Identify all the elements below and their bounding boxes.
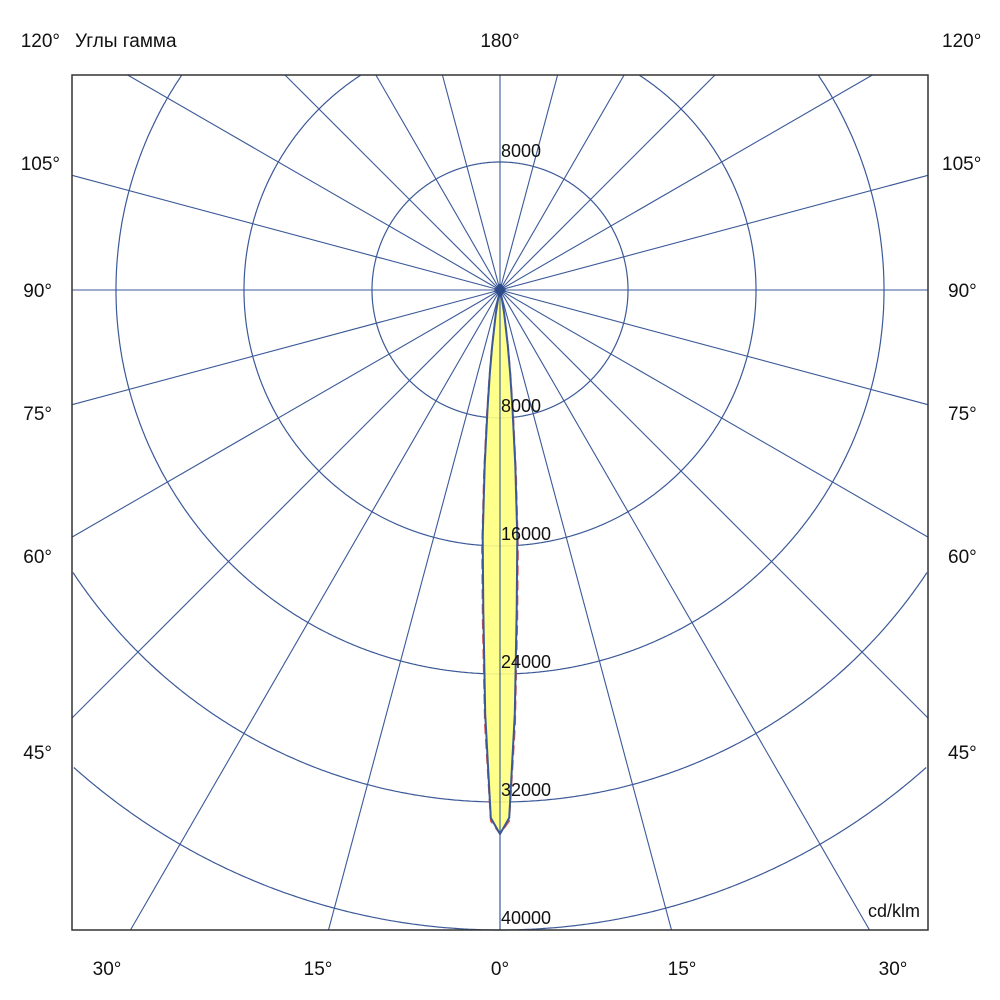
radial-grid-circle	[73, 767, 927, 931]
right-angle-label: 60°	[948, 547, 977, 568]
angle-grid-line	[499, 74, 559, 291]
angle-grid-line	[127, 74, 501, 291]
angle-grid-line	[499, 289, 929, 538]
right-angle-label: 105°	[942, 154, 981, 175]
radial-tick-label: 16000	[501, 524, 551, 544]
left-angle-label: 75°	[23, 404, 52, 425]
angle-grid-line	[71, 289, 501, 406]
radial-grid-circle	[115, 74, 885, 675]
chart-title: Углы гамма	[75, 31, 177, 52]
angle-grid-line	[499, 289, 673, 931]
angle-grid-line	[499, 174, 929, 291]
center-marker	[494, 283, 506, 297]
angle-grid-line	[499, 74, 716, 291]
angle-grid-line	[284, 74, 501, 291]
angle-grid-line	[71, 289, 501, 719]
radial-tick-label: 24000	[501, 652, 551, 672]
right-angle-label: 120°	[942, 31, 981, 52]
bottom-angle-label: 15°	[304, 959, 333, 980]
left-angle-label: 90°	[23, 281, 52, 302]
bottom-angle-label: 15°	[668, 959, 697, 980]
left-angle-label: 105°	[21, 154, 60, 175]
angle-grid-line	[499, 289, 929, 406]
radial-grid-circle	[72, 572, 928, 803]
left-angle-label: 60°	[23, 547, 52, 568]
angle-grid-line	[71, 174, 501, 291]
angle-grid-line	[441, 74, 501, 291]
radial-tick-label: 40000	[501, 908, 551, 928]
angle-grid-line	[71, 289, 501, 538]
unit-label: cd/klm	[868, 901, 920, 921]
radial-tick-label: 8000	[501, 396, 541, 416]
angle-grid-line	[499, 74, 625, 291]
intensity-curves	[481, 286, 519, 930]
bottom-angle-label: 0°	[491, 959, 509, 980]
bottom-angle-label: 30°	[93, 959, 122, 980]
angle-grid-line	[499, 289, 870, 931]
center-point	[494, 283, 506, 297]
plot-frame	[71, 74, 929, 931]
angle-grid-line	[327, 289, 501, 931]
radial-tick-label: 32000	[501, 780, 551, 800]
angle-grid-line	[130, 289, 501, 931]
angle-grid-line	[375, 74, 501, 291]
right-angle-label: 90°	[948, 281, 977, 302]
radial-grid-circle	[243, 74, 757, 547]
polar-grid	[71, 74, 929, 931]
top-angle-label: 180°	[480, 31, 519, 52]
bottom-angle-label: 30°	[879, 959, 908, 980]
right-angle-label: 75°	[948, 404, 977, 425]
left-angle-label: 45°	[23, 743, 52, 764]
angle-grid-line	[499, 74, 873, 291]
angle-grid-line	[499, 289, 929, 719]
left-angle-label: 120°	[21, 31, 60, 52]
right-angle-label: 45°	[948, 743, 977, 764]
radial-tick-label: 8000	[501, 141, 541, 161]
